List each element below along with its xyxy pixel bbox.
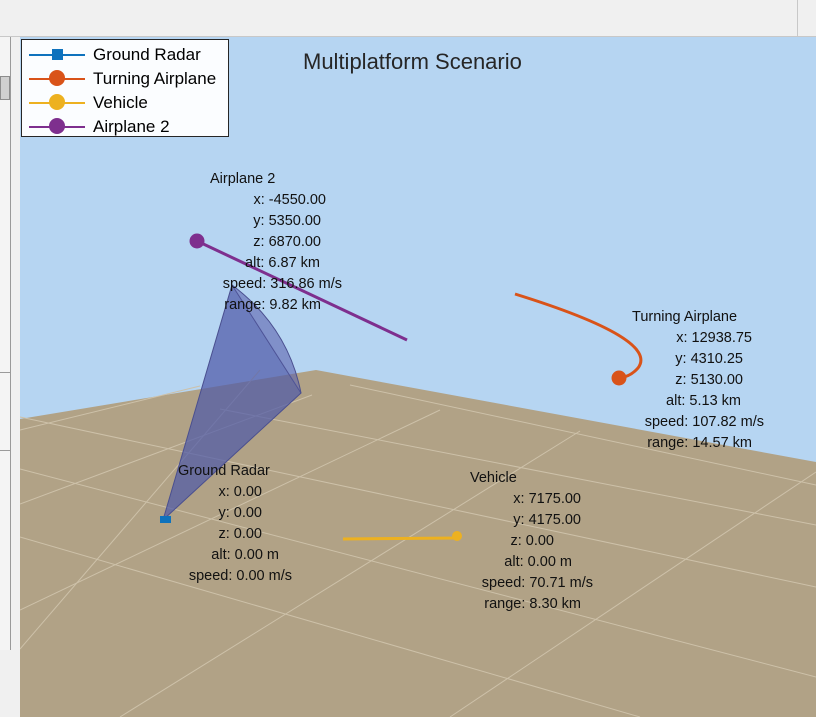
legend-label: Turning Airplane (93, 69, 217, 88)
scenario-3d-axes[interactable] (20, 37, 816, 717)
airplane2-trajectory (196, 239, 408, 342)
platform-name: Airplane 2 (210, 171, 276, 187)
altitude-value: alt: 0.00 m (211, 547, 279, 563)
legend-label: Ground Radar (93, 45, 201, 64)
turning-airplane-info-label: Turning Airplane x: 12938.75 y: 4310.25 … (630, 307, 764, 454)
altitude-value: alt: 6.87 km (245, 255, 320, 271)
circle-marker-icon (49, 118, 65, 134)
altitude-value: alt: 5.13 km (666, 393, 741, 409)
ground-grid (20, 369, 816, 717)
legend-label: Vehicle (93, 93, 148, 112)
circle-marker-icon (49, 94, 65, 110)
z-value: z: 5130.00 (675, 372, 743, 388)
legend-item-ground-radar[interactable]: Ground Radar (22, 43, 228, 67)
turning-airplane-marker[interactable] (611, 370, 627, 386)
toolbar-divider (797, 0, 798, 36)
platform-name: Ground Radar (178, 463, 270, 479)
legend-label: Airplane 2 (93, 117, 170, 136)
airplane2-marker[interactable] (189, 233, 205, 249)
speed-value: speed: 107.82 m/s (644, 414, 764, 430)
side-panel[interactable] (0, 37, 11, 650)
x-value: x: -4550.00 (253, 192, 326, 208)
plot-title: Multiplatform Scenario (303, 49, 522, 74)
legend-item-turning-airplane[interactable]: Turning Airplane (22, 67, 228, 91)
figure-toolbar (0, 0, 816, 37)
x-value: x: 12938.75 (676, 330, 752, 346)
y-value: y: 4310.25 (675, 351, 743, 367)
y-value: y: 5350.00 (253, 213, 321, 229)
vehicle-trajectory (342, 536, 461, 541)
range-value: range: 8.30 km (484, 596, 581, 612)
platform-name: Turning Airplane (632, 309, 738, 325)
ground-radar-marker[interactable] (160, 516, 171, 523)
legend-item-vehicle[interactable]: Vehicle (22, 91, 228, 115)
range-value: range: 9.82 km (224, 297, 321, 313)
square-marker-icon (52, 49, 63, 60)
z-value: z: 0.00 (218, 526, 262, 542)
y-value: y: 4175.00 (513, 512, 581, 528)
speed-value: speed: 70.71 m/s (481, 575, 593, 591)
circle-marker-icon (49, 70, 65, 86)
y-value: y: 0.00 (218, 505, 262, 521)
x-value: x: 0.00 (218, 484, 262, 500)
range-value: range: 14.57 km (647, 435, 752, 451)
side-panel-scrollbar-thumb[interactable] (0, 76, 10, 100)
x-value: x: 7175.00 (513, 491, 581, 507)
radar-beam-edge (231, 284, 302, 394)
legend[interactable]: Ground Radar Turning Airplane Vehicle Ai… (21, 39, 229, 137)
vehicle-info-label: Vehicle x: 7175.00 y: 4175.00 z: 0.00 al… (468, 468, 593, 615)
altitude-value: alt: 0.00 m (504, 554, 572, 570)
speed-value: speed: 316.86 m/s (222, 276, 342, 292)
platform-name: Vehicle (470, 470, 517, 486)
z-value: z: 0.00 (510, 533, 554, 549)
vehicle-marker[interactable] (452, 531, 462, 541)
airplane2-info-label: Airplane 2 x: -4550.00 y: 5350.00 z: 687… (208, 169, 342, 316)
speed-value: speed: 0.00 m/s (188, 568, 292, 584)
legend-item-airplane-2[interactable]: Airplane 2 (22, 115, 228, 139)
side-panel-divider (0, 450, 10, 451)
z-value: z: 6870.00 (253, 234, 321, 250)
turning-airplane-trajectory (514, 292, 643, 380)
side-panel-divider (0, 372, 10, 373)
ground-radar-info-label: Ground Radar x: 0.00 y: 0.00 z: 0.00 alt… (176, 461, 292, 587)
